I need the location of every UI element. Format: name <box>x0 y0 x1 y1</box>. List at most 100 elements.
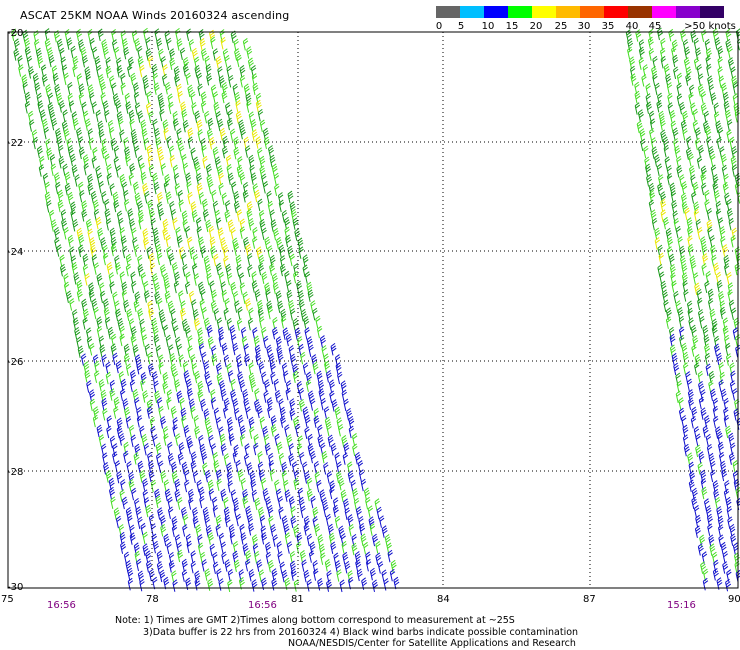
wind-barb <box>310 398 316 411</box>
wind-barb <box>694 127 701 140</box>
wind-barb <box>157 191 163 205</box>
wind-barb <box>204 371 211 384</box>
wind-barb <box>255 136 262 149</box>
wind-barb <box>233 243 240 257</box>
wind-barb <box>680 119 687 133</box>
wind-barb <box>62 109 68 122</box>
wind-barb <box>137 209 144 223</box>
wind-barb <box>22 81 28 95</box>
wind-barb <box>32 136 39 150</box>
wind-barb <box>94 55 101 69</box>
wind-barb <box>330 541 337 554</box>
wind-barb <box>660 280 667 294</box>
wind-barb <box>113 396 120 410</box>
wind-barb <box>90 244 97 258</box>
wind-barb <box>648 199 655 213</box>
wind-barb <box>656 27 663 41</box>
wind-barb <box>70 255 77 268</box>
wind-barb <box>155 495 162 509</box>
wind-barb <box>134 38 141 51</box>
wind-barb <box>32 72 39 86</box>
wind-barb <box>64 171 71 185</box>
wind-barb <box>193 415 199 428</box>
wind-barb <box>97 120 104 133</box>
wind-barb <box>274 479 280 492</box>
wind-barb <box>215 217 222 230</box>
wind-barb <box>277 192 284 205</box>
wind-barb <box>235 254 242 268</box>
wind-barb <box>152 118 158 132</box>
wind-barb <box>209 236 216 249</box>
wind-barb <box>683 289 689 302</box>
wind-barb <box>229 324 236 338</box>
wind-barb <box>145 36 151 50</box>
wind-barb <box>155 452 162 466</box>
wind-barb <box>671 352 678 366</box>
wind-barb <box>104 316 111 330</box>
wind-barb <box>262 181 269 194</box>
wind-barb <box>718 451 725 465</box>
wind-barb <box>694 137 701 151</box>
wind-barb <box>41 118 48 131</box>
wind-barb <box>221 81 228 95</box>
wind-barb <box>140 119 147 132</box>
wind-barb <box>163 180 170 194</box>
wind-barb <box>133 542 140 555</box>
wind-barb <box>134 145 140 158</box>
wind-barb <box>281 515 288 528</box>
wind-barb <box>34 82 41 95</box>
wind-barb <box>695 514 702 528</box>
wind-barb <box>316 370 323 384</box>
wind-barb <box>257 451 263 464</box>
wind-barb <box>725 342 731 356</box>
wind-barb <box>145 504 152 518</box>
wind-barb <box>202 506 209 520</box>
wind-barb <box>142 478 149 491</box>
wind-barb <box>730 234 736 248</box>
wind-barb <box>196 226 202 239</box>
wind-barb <box>717 441 724 455</box>
wind-barb <box>153 82 160 95</box>
wind-barb <box>267 145 274 158</box>
wind-barb <box>194 162 201 176</box>
wind-barb <box>713 335 720 349</box>
wind-barb <box>226 317 233 331</box>
wind-barb <box>133 244 140 257</box>
wind-barb <box>216 317 223 330</box>
wind-barb <box>306 488 313 502</box>
wind-barb <box>221 289 227 303</box>
wind-barb <box>687 452 694 465</box>
wind-barb <box>329 486 335 500</box>
wind-barb <box>663 144 670 158</box>
wind-barb <box>199 495 205 509</box>
wind-barb <box>164 174 171 187</box>
wind-barb <box>179 47 186 60</box>
wind-barb <box>294 327 301 340</box>
wind-barb <box>166 246 172 259</box>
wind-barb <box>230 489 237 502</box>
wind-barb <box>717 524 724 537</box>
wind-barb <box>168 101 174 115</box>
wind-barb <box>200 245 207 258</box>
wind-barb <box>638 46 645 60</box>
wind-barb <box>87 228 93 241</box>
wind-barb <box>304 471 311 484</box>
wind-barb <box>160 316 166 330</box>
wind-barb <box>232 342 239 356</box>
wind-barb <box>190 550 196 563</box>
wind-barb <box>712 480 719 493</box>
wind-barb <box>186 28 192 41</box>
wind-barb <box>88 137 95 150</box>
wind-barb <box>679 334 685 348</box>
wind-barb <box>140 272 147 285</box>
wind-barb <box>732 388 738 401</box>
wind-barb <box>335 362 342 375</box>
wind-barb <box>690 174 696 187</box>
wind-barb <box>182 219 188 232</box>
wind-barb <box>722 181 729 195</box>
wind-barb <box>326 579 333 592</box>
wind-barb <box>238 119 245 132</box>
wind-barb <box>137 264 144 277</box>
wind-barb <box>115 308 122 322</box>
wind-barb <box>284 532 291 545</box>
